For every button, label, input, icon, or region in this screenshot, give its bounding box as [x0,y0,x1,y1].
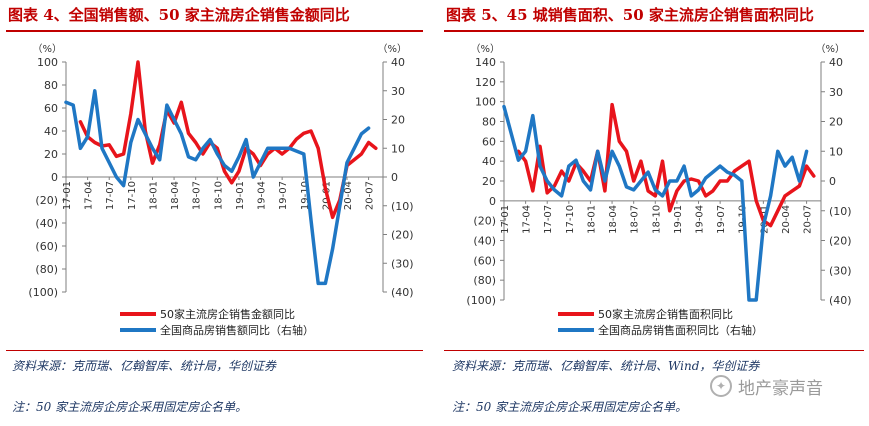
x-tick-label: 18-10 [651,205,662,234]
x-tick-label: 20-04 [343,181,354,210]
x-tick-label: 18-07 [630,205,641,234]
left-tick-label: (40) [473,235,496,248]
x-tick-label: 20-07 [365,181,376,210]
left-tick-label: 100 [475,96,496,109]
left-tick-label: 20 [482,175,496,188]
x-tick-label: 19-04 [257,181,268,210]
right-source-note: 资料来源：克而瑞、亿翰智库、统计局、Wind，华创证券 [452,359,760,373]
left-tick-label: 100 [37,56,58,69]
left-tick-label: 80 [44,79,58,92]
left-tick-label: (100) [466,294,496,307]
wechat-icon: ✦ [710,375,732,397]
right-tick-label: 40 [391,56,405,69]
x-tick-label: 18-01 [586,205,597,234]
left-tick-label: (80) [473,274,496,287]
left-tick-label: 120 [475,76,496,89]
left-chart-title: 图表 4、全国销售额、50 家主流房企销售金额同比 [8,6,350,24]
right-axis-unit: （%） [377,43,407,55]
right-title-rule [444,30,864,32]
right-tick-label: (30) [391,257,414,270]
right-axis-unit: （%） [815,43,845,55]
x-tick-label: 19-01 [673,205,684,234]
x-tick-label: 17-01 [500,205,511,234]
x-tick-label: 18-10 [213,181,224,210]
x-tick-label: 19-07 [716,205,727,234]
left-axis-unit: （%） [470,43,500,55]
left-tick-label: (100) [28,286,58,299]
right-tick-label: 20 [829,116,843,129]
right-tick-label: 40 [829,56,843,69]
right-tick-label: 20 [391,114,405,127]
left-tick-label: 0 [489,195,496,208]
right-tick-label: 10 [391,142,405,155]
left-tick-label: (60) [35,240,58,253]
left-tick-label: 20 [44,148,58,161]
series-line-right-axis [502,104,809,302]
right-tick-label: 0 [391,171,398,184]
left-tick-label: (20) [473,215,496,228]
x-tick-label: 18-04 [608,205,619,234]
x-tick-label: 20-07 [803,205,814,234]
right-tick-label: 30 [391,85,405,98]
x-tick-label: 18-04 [170,181,181,210]
x-tick-label: 19-01 [235,181,246,210]
x-tick-label: 18-07 [192,181,203,210]
left-axis-unit: （%） [32,43,62,55]
left-tick-label: 140 [475,56,496,69]
series-line-left-axis [78,60,378,220]
x-tick-label: 17-04 [84,181,95,210]
series-line-right-axis [64,89,371,286]
left-tick-label: (80) [35,263,58,276]
left-tick-label: (20) [35,194,58,207]
x-tick-label: 18-01 [148,181,159,210]
x-tick-label: 20-04 [781,205,792,234]
right-tick-label: (10) [391,200,414,213]
left-source-rule [6,350,423,351]
x-tick-label: 17-07 [105,181,116,210]
left-footnote: 注：50 家主流房企房企采用固定房企名单。 [12,400,248,414]
right-tick-label: 30 [829,86,843,99]
left-tick-label: (60) [473,254,496,267]
watermark-text: 地产豪声音 [738,378,823,399]
left-tick-label: 80 [482,116,496,129]
legend-label: 50家主流房企销售面积同比 [598,307,733,321]
right-source-rule [444,350,864,351]
right-tick-label: (30) [829,264,852,277]
left-title-rule [6,30,423,32]
left-tick-label: 60 [44,102,58,115]
x-tick-label: 19-07 [278,181,289,210]
left-tick-label: 40 [482,155,496,168]
x-tick-label: 17-10 [127,181,138,210]
x-tick-label: 17-01 [62,181,73,210]
left-source-note: 资料来源：克而瑞、亿翰智库、统计局，华创证券 [12,359,277,373]
right-tick-label: (40) [829,294,852,307]
watermark: ✦ 地产豪声音 [710,373,823,399]
right-chart: （%） （%）140120100806040200(20)(40)(60)(80)… [466,43,852,337]
right-chart-title: 图表 5、45 城销售面积、50 家主流房企销售面积同比 [446,6,814,24]
right-tick-label: (10) [829,205,852,218]
right-tick-label: (20) [391,229,414,242]
left-chart: （%） （%）100806040200(20)(40)(60)(80)(100)4… [28,43,414,337]
right-tick-label: (40) [391,286,414,299]
x-tick-label: 19-10 [300,181,311,210]
legend-label: 全国商品房销售面积同比（右轴） [598,323,763,337]
x-tick-label: 17-10 [565,205,576,234]
x-tick-label: 17-07 [543,205,554,234]
right-tick-label: (20) [829,235,852,248]
legend-label: 50家主流房企销售金额同比 [160,307,295,321]
x-tick-label: 17-04 [522,205,533,234]
left-tick-label: 60 [482,135,496,148]
legend-label: 全国商品房销售额同比（右轴） [160,323,314,337]
left-tick-label: (40) [35,217,58,230]
x-tick-label: 19-04 [695,205,706,234]
right-tick-label: 10 [829,145,843,158]
left-tick-label: 0 [51,171,58,184]
left-tick-label: 40 [44,125,58,138]
right-tick-label: 0 [829,175,836,188]
right-footnote: 注：50 家主流房企房企采用固定房企名单。 [452,400,688,414]
